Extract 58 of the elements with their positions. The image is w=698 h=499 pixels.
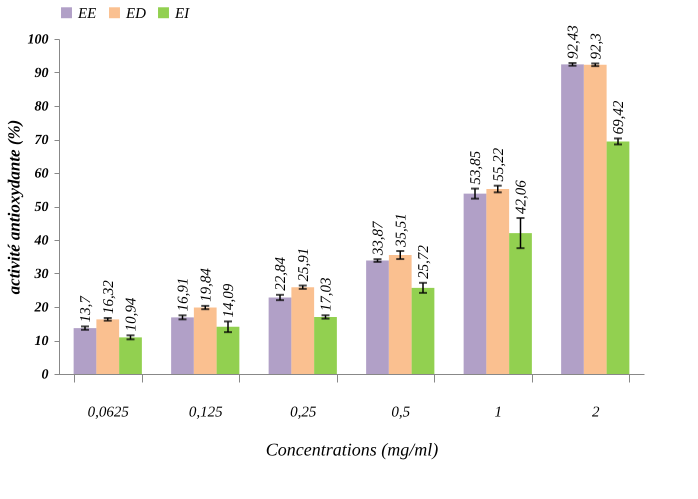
bar <box>194 308 217 374</box>
legend-label: EE <box>77 6 96 22</box>
bar <box>509 233 532 374</box>
x-tick-label: 0,0625 <box>88 404 130 420</box>
data-label: 33,87 <box>370 220 386 256</box>
data-label: 69,42 <box>611 100 627 134</box>
data-label: 22,84 <box>273 256 289 291</box>
legend-label: EI <box>174 6 190 22</box>
data-label: 35,51 <box>393 213 410 248</box>
y-axis-title: activité antioxydante (%) <box>4 120 24 294</box>
y-tick-label: 50 <box>34 200 48 215</box>
data-label: 19,84 <box>198 268 214 302</box>
bar <box>74 328 96 374</box>
bar <box>171 317 194 374</box>
bar <box>464 194 486 374</box>
legend-label: ED <box>125 6 146 22</box>
bar <box>96 319 120 374</box>
y-tick-label: 30 <box>34 267 48 282</box>
data-label: 25,72 <box>416 244 432 279</box>
x-tick-label: 2 <box>592 404 600 420</box>
data-label: 55,22 <box>490 147 507 182</box>
x-tick-label: 0,25 <box>290 404 317 420</box>
x-axis-title: Concentrations (mg/ml) <box>266 440 438 460</box>
x-tick-label: 0,125 <box>188 404 224 420</box>
data-label: 92,43 <box>566 25 582 60</box>
bar <box>366 260 389 374</box>
data-label: 17,03 <box>318 278 334 312</box>
bar <box>119 337 142 374</box>
bar <box>314 316 337 374</box>
y-tick-label: 40 <box>34 234 48 248</box>
data-label: 13,7 <box>78 294 94 322</box>
x-tick-label: 0,5 <box>391 404 411 420</box>
data-label: 42,06 <box>514 180 530 214</box>
x-tick-label: 1 <box>494 404 502 420</box>
bar <box>561 64 584 374</box>
y-tick-label: 70 <box>34 133 48 148</box>
data-label: 53,85 <box>468 150 484 185</box>
data-label: 16,32 <box>100 280 117 314</box>
data-label: 16,91 <box>176 278 192 312</box>
data-label: 10,94 <box>124 297 140 332</box>
bar <box>216 326 240 374</box>
y-tick-label: 90 <box>34 66 48 81</box>
bar <box>606 141 630 374</box>
y-tick-label: 100 <box>28 32 48 48</box>
bar <box>291 287 314 374</box>
bar <box>584 64 607 374</box>
data-label: 14,09 <box>221 283 237 318</box>
bar <box>388 255 412 374</box>
data-label: 92,3 <box>588 33 604 60</box>
y-tick-label: 0 <box>42 368 48 382</box>
data-label: 25,91 <box>296 248 312 282</box>
y-tick-label: 60 <box>34 166 48 182</box>
y-tick-label: 20 <box>34 300 48 316</box>
bar <box>268 297 292 374</box>
y-tick-label: 10 <box>34 334 48 349</box>
bar <box>486 189 510 374</box>
bar <box>412 288 434 374</box>
y-tick-label: 80 <box>34 100 48 114</box>
